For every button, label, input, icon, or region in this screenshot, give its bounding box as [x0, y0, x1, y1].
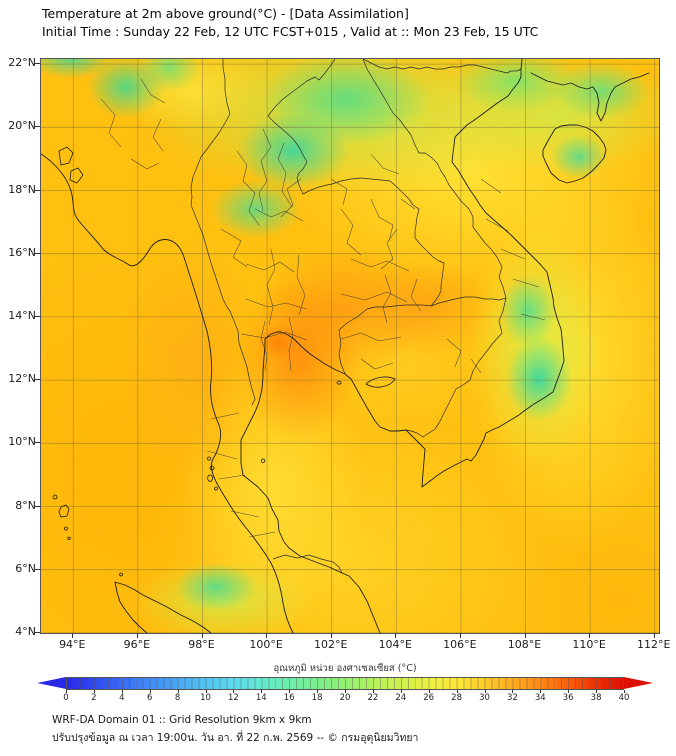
lon-label: 96°E: [123, 638, 151, 651]
colorbar-tick: [540, 690, 542, 693]
lon-label: 98°E: [188, 638, 215, 651]
lon-label: 112°E: [636, 638, 671, 651]
colorbar-tick-label: 12: [227, 693, 239, 703]
colorbar-tick: [596, 690, 598, 693]
colorbar-tick: [400, 690, 402, 693]
colorbar-tick-label: 20: [339, 693, 351, 703]
colorbar-tick-label: 34: [534, 693, 546, 703]
colorbar-tick-label: 6: [146, 693, 153, 703]
colorbar-tick: [484, 690, 486, 693]
colorbar-tick-label: 16: [283, 693, 295, 703]
colorbar-tick-label: 28: [451, 693, 462, 703]
lat-tick: [35, 379, 40, 381]
colorbar-tick-label: 40: [618, 693, 630, 703]
colorbar-tick: [345, 690, 346, 693]
lat-tick: [35, 442, 40, 444]
map-panel: [40, 58, 660, 634]
footer-domain-info: WRF-DA Domain 01 :: Grid Resolution 9km …: [52, 714, 312, 726]
lat-label: 22°N: [8, 56, 36, 70]
lon-tick: [459, 633, 461, 638]
colorbar-tick: [121, 690, 123, 693]
lon-tick: [72, 633, 74, 638]
lon-label: 104°E: [378, 638, 413, 651]
lon-label: 102°E: [313, 638, 348, 651]
colorbar-tick: [261, 690, 263, 693]
lon-tick: [330, 633, 332, 638]
colorbar-tick-label: 38: [590, 693, 602, 703]
colorbar-tick-label: 0: [63, 693, 69, 703]
colorbar-tick-label: 32: [506, 693, 518, 703]
chart-title: Temperature at 2m above ground(°C) - [Da…: [42, 6, 409, 21]
lat-label: 20°N: [8, 119, 36, 133]
lat-tick: [35, 189, 40, 191]
colorbar-tick: [568, 690, 570, 693]
colorbar-tick: [93, 690, 95, 693]
province-boundaries: [100, 78, 546, 538]
colorbar-tick: [66, 690, 67, 693]
map-overlay: [41, 59, 659, 633]
lon-tick: [524, 633, 526, 638]
lat-label: 18°N: [8, 182, 36, 196]
lon-tick: [653, 633, 655, 638]
colorbar-tick-label: 8: [174, 693, 181, 703]
colorbar-tick-label: 30: [479, 693, 490, 703]
colorbar-tick-label: 18: [311, 693, 323, 703]
lat-label: 6°N: [15, 561, 36, 575]
colorbar-tick: [624, 690, 625, 693]
colorbar-tick-label: 36: [562, 693, 574, 703]
lat-label: 4°N: [15, 624, 36, 638]
colorbar-left-arrow: [37, 677, 66, 689]
lon-tick: [395, 633, 397, 638]
colorbar-tick: [456, 690, 458, 693]
colorbar-tick: [289, 690, 291, 693]
lon-tick: [266, 633, 268, 638]
lon-label: 94°E: [59, 638, 86, 651]
colorbar-tick: [177, 690, 179, 693]
lon-label: 108°E: [507, 638, 542, 651]
colorbar-tick: [428, 690, 430, 693]
colorbar-gradient: [66, 677, 624, 690]
lon-label: 100°E: [249, 638, 283, 651]
lat-tick: [35, 568, 40, 570]
colorbar-right-arrow: [624, 677, 653, 689]
colorbar-tick-label: 10: [200, 693, 211, 703]
lat-label: 8°N: [15, 498, 36, 512]
colorbar-tick-label: 26: [423, 693, 435, 703]
colorbar: [37, 677, 653, 690]
lon-label: 106°E: [443, 638, 477, 651]
lat-tick: [35, 126, 40, 128]
colorbar-tick: [372, 690, 374, 693]
lat-tick: [35, 505, 40, 507]
chart-subtitle: Initial Time : Sunday 22 Feb, 12 UTC FCS…: [42, 24, 539, 39]
colorbar-tick: [149, 690, 151, 693]
lat-tick: [35, 63, 40, 65]
lat-tick: [35, 252, 40, 254]
coastlines: [41, 59, 650, 633]
colorbar-tick: [317, 690, 319, 693]
lon-tick: [201, 633, 203, 638]
country-borders: [190, 59, 522, 574]
lat-label: 10°N: [8, 435, 36, 449]
lat-tick: [35, 315, 40, 317]
lon-tick: [136, 633, 138, 638]
colorbar-tick: [205, 690, 207, 693]
latlon-grid: [41, 59, 659, 633]
footer-update-info: ปรับปรุงข้อมูล ณ เวลา 19:00น. วัน อา. ที…: [52, 732, 419, 744]
colorbar-tick-label: 22: [367, 693, 379, 703]
temperature-field: [41, 59, 659, 633]
lat-tick: [35, 631, 40, 633]
colorbar-tick: [233, 690, 235, 693]
colorbar-label: อุณหภูมิ หน่วย องศาเซลเซียส (°C): [273, 663, 417, 674]
lon-label: 110°E: [572, 638, 606, 651]
lat-label: 12°N: [8, 372, 36, 386]
colorbar-tick: [512, 690, 514, 693]
colorbar-tick-label: 14: [255, 693, 267, 703]
lat-label: 14°N: [8, 308, 36, 322]
colorbar-tick-label: 2: [91, 693, 97, 703]
colorbar-tick-label: 24: [395, 693, 407, 703]
lat-label: 16°N: [8, 245, 36, 259]
lon-tick: [589, 633, 591, 638]
colorbar-tick-label: 4: [119, 693, 125, 703]
